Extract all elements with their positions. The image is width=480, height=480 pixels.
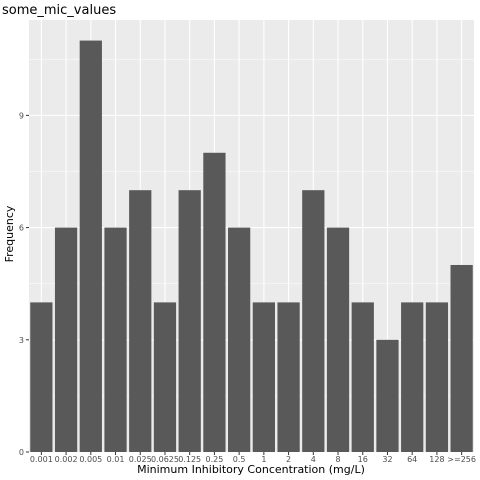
- y-tick-label: 6: [19, 224, 24, 233]
- x-tick-label: 0.005: [79, 455, 102, 464]
- x-tick-label: 1: [261, 455, 266, 464]
- plot-panel: [29, 20, 474, 452]
- bar-128: [425, 302, 449, 452]
- bar-0.5: [228, 227, 251, 452]
- x-axis-ticks: 0.001 0.002 0.005 0.01 0.025 0.0625 0.125 0.25 0…: [30, 452, 476, 464]
- bar-0.25: [203, 152, 226, 452]
- bar-1: [252, 302, 275, 452]
- bar-0.0625: [153, 302, 177, 452]
- x-tick-label: 0.25: [206, 455, 224, 464]
- x-tick-label: 4: [311, 455, 316, 464]
- bar-16: [351, 302, 374, 452]
- x-tick-label: 0.0625: [151, 455, 179, 464]
- y-tick-label: 3: [19, 336, 24, 345]
- bar-0.005: [79, 40, 102, 452]
- panel-background: [29, 20, 474, 452]
- x-tick-label: 128: [429, 455, 444, 464]
- bar-0.001: [30, 302, 53, 452]
- bar-32: [376, 339, 399, 452]
- bar-0.125: [178, 190, 201, 452]
- y-tick-label: 0: [19, 448, 24, 457]
- x-tick-label: 0.002: [55, 455, 78, 464]
- bar-8: [326, 227, 350, 452]
- x-tick-label: 2: [286, 455, 291, 464]
- x-tick-label: 0.01: [107, 455, 125, 464]
- bar-4: [302, 190, 325, 452]
- x-tick-label: 0.001: [30, 455, 53, 464]
- x-tick-label: 0.5: [233, 455, 246, 464]
- x-axis-title: Minimum Inhibitory Concentration (mg/L): [137, 463, 365, 476]
- bar-2: [277, 302, 300, 452]
- y-tick-label: 9: [19, 111, 24, 120]
- x-tick-label: 0.025: [129, 455, 152, 464]
- bar-0.002: [54, 227, 78, 452]
- x-tick-label: 16: [358, 455, 368, 464]
- chart-title: some_mic_values: [2, 3, 116, 18]
- x-tick-label: >=256: [447, 455, 476, 464]
- x-tick-label: 32: [382, 455, 392, 464]
- bars: [30, 40, 473, 452]
- y-axis-ticks: 0 3 6 9: [19, 111, 29, 457]
- x-tick-label: 8: [335, 455, 340, 464]
- bar-64: [401, 302, 424, 452]
- bar-256: [450, 264, 473, 452]
- bar-0.025: [129, 190, 152, 452]
- y-axis-title: Frequency: [3, 205, 16, 262]
- x-tick-label: 0.125: [178, 455, 201, 464]
- x-tick-label: 64: [407, 455, 417, 464]
- bar-0.01: [104, 227, 127, 452]
